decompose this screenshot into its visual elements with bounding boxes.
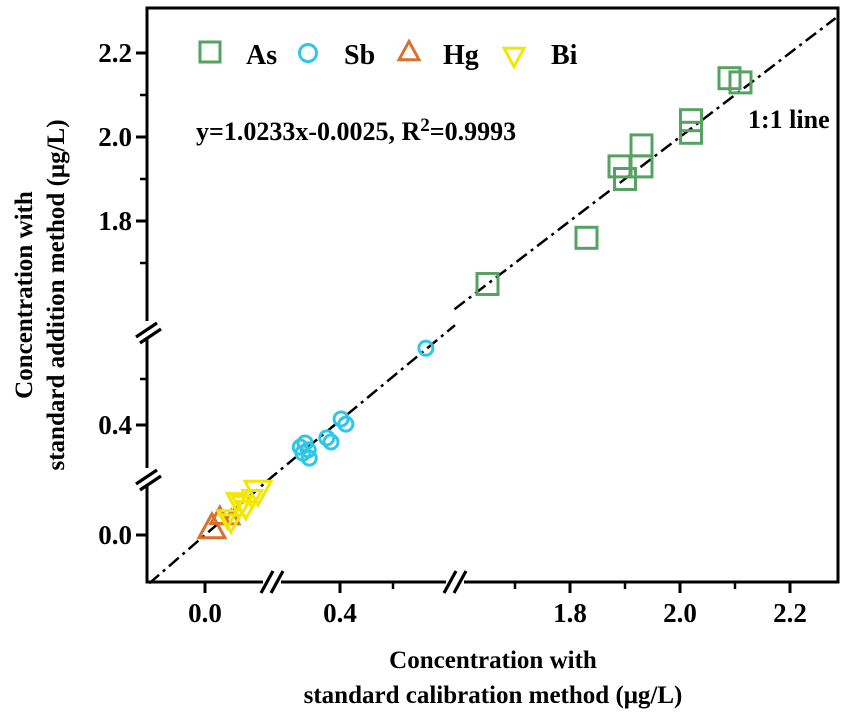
legend: As Sb Hg Bi [198, 38, 578, 71]
x-axis-break-slash [452, 570, 468, 594]
bi-data-point [240, 488, 265, 511]
legend-label-as: As [246, 40, 277, 71]
as-data-point [679, 120, 703, 145]
sb-data-point [417, 339, 435, 357]
axis-tick-labels: 0.0 0.4 1.8 2.0 2.2 0.0 0.4 1.8 2.0 2.2 [98, 38, 807, 628]
x-tick-label: 2.2 [773, 598, 807, 628]
as-data-point [613, 167, 637, 191]
sb-data-point [300, 449, 318, 467]
y-axis-break-slash [139, 474, 162, 492]
sb-data-point [299, 441, 317, 459]
sb-data-point [337, 415, 355, 433]
bi-data-point [218, 513, 244, 536]
legend-label-bi: Bi [551, 40, 578, 71]
as-data-point [475, 272, 500, 296]
y-tick-label: 0.0 [98, 520, 132, 550]
x-axis-break-slash [442, 570, 458, 594]
data-points [196, 66, 753, 540]
hg-data-point [221, 507, 242, 526]
plot-frame [145, 6, 840, 584]
legend-marker-as [198, 40, 222, 64]
hg-data-point [196, 510, 228, 540]
x-axis-title-line1: Concentration with [389, 647, 597, 674]
one-to-one-line [148, 17, 837, 585]
legend-marker-hg [396, 38, 422, 62]
legend-marker-sb [298, 43, 318, 63]
sb-data-point [318, 429, 336, 447]
legend-marker-bi [501, 46, 527, 70]
bi-data-point [233, 499, 258, 522]
y-tick-label: 1.8 [98, 206, 132, 236]
y-axis-title-line2: standard addition method (μg/L) [43, 119, 70, 470]
y-axis-break-slash [135, 468, 158, 486]
legend-label-hg: Hg [443, 40, 479, 71]
y-tick-label: 0.4 [98, 410, 132, 440]
y-axis-break-slash [139, 327, 162, 345]
x-axis-break-slash [259, 570, 275, 594]
legend-label-sb: Sb [344, 40, 375, 71]
as-data-point [607, 154, 632, 179]
as-data-point [728, 70, 753, 95]
sb-data-point [322, 433, 340, 451]
y-axis-title-line1: Concentration with [11, 191, 38, 399]
x-axis-title-line2: standard calibration method (μg/L) [304, 682, 683, 709]
equation-text: y=1.0233x-0.0025, R2=0.9993 [196, 115, 516, 146]
x-tick-label: 1.8 [553, 598, 587, 628]
axis-ticks [136, 51, 792, 593]
as-data-point [574, 225, 599, 250]
as-data-point [679, 108, 703, 133]
y-tick-label: 2.0 [98, 122, 132, 152]
axis-break-marks [135, 321, 468, 594]
y-tick-label: 2.2 [98, 38, 132, 68]
x-tick-label: 0.0 [188, 598, 222, 628]
as-data-point [629, 133, 654, 158]
bi-data-point [242, 479, 274, 509]
x-tick-label: 0.4 [323, 598, 357, 628]
x-tick-label: 2.0 [663, 598, 697, 628]
as-data-point [629, 154, 654, 179]
x-axis-break-slash [269, 570, 285, 594]
y-axis-break-slash [135, 321, 158, 339]
one-to-one-line-label: 1:1 line [748, 105, 830, 134]
